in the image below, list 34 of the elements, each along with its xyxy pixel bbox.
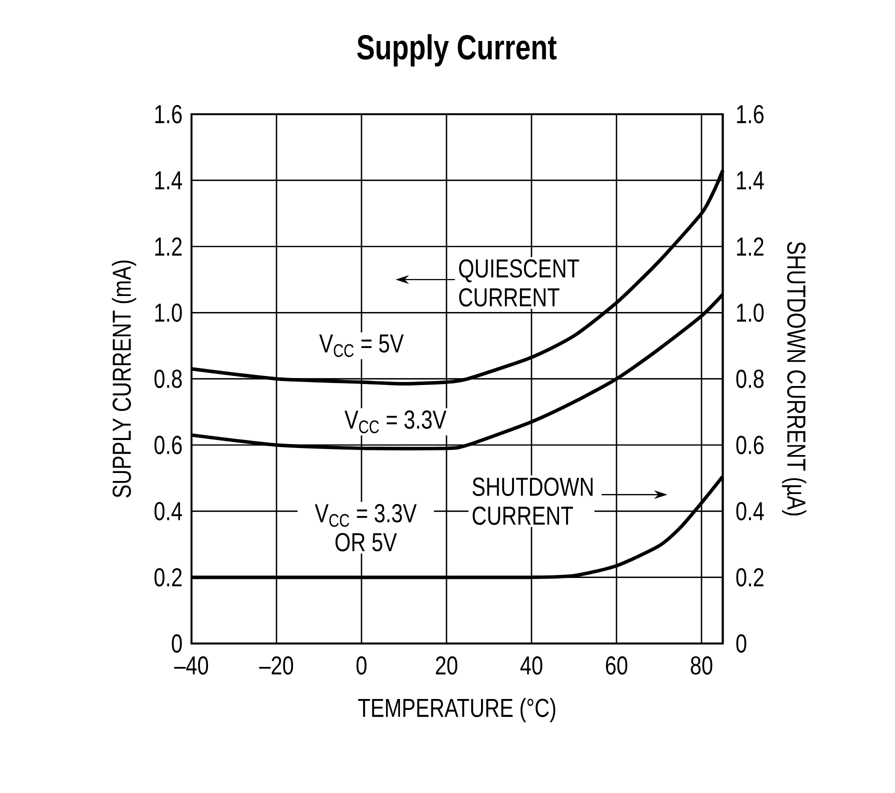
y-tick-label: 0.2: [154, 568, 182, 586]
series-label: V$_{CC}$ = 3.3V: [344, 410, 446, 434]
y2-tick-label: 1.0: [737, 303, 764, 322]
series-label: V$_{CC}$ = 5V: [319, 334, 404, 357]
series-label: V$_{CC}$ = 3.3V OR 5V: [314, 504, 417, 552]
y-tick-label: 0.4: [154, 502, 182, 520]
x-tick-label: 80: [690, 656, 712, 674]
y-tick-label: 1.4: [155, 171, 182, 190]
x-tick-label: –20: [259, 656, 294, 674]
annotation: QUIESCENT CURRENT: [459, 258, 580, 306]
x-tick-label: 40: [520, 656, 542, 674]
x-tick-label: 0: [356, 656, 366, 674]
y-tick-label: 0: [172, 634, 182, 652]
x-tick-label: 20: [436, 656, 458, 674]
y2-tick-label: 0: [736, 634, 746, 652]
y2-tick-label: 0.4: [736, 502, 764, 520]
y-tick-label: 0.8: [154, 369, 182, 388]
y2-tick-label: 0.6: [736, 436, 764, 454]
y-axis-title: SUPPLY CURRENT (mA): [112, 260, 136, 498]
chart-title: Supply Current: [357, 34, 557, 66]
x-tick-label: 60: [606, 656, 628, 674]
y2-axis-title: SHUTDOWN CURRENT (µA): [782, 242, 806, 516]
y-tick-label: 0.6: [154, 436, 182, 454]
annotation: SHUTDOWN CURRENT: [472, 477, 593, 525]
y2-tick-label: 0.8: [736, 369, 764, 388]
y-tick-label: 1.2: [155, 237, 182, 256]
y2-tick-label: 0.2: [736, 568, 764, 586]
y2-tick-label: 1.2: [737, 237, 764, 256]
x-tick-label: –40: [174, 656, 208, 674]
y2-tick-label: 1.4: [737, 171, 764, 190]
y2-tick-label: 1.6: [737, 104, 764, 124]
y-tick-label: 1.6: [155, 104, 182, 124]
x-axis-title: TEMPERATURE (°C): [358, 698, 556, 722]
y-tick-label: 1.0: [155, 303, 182, 322]
